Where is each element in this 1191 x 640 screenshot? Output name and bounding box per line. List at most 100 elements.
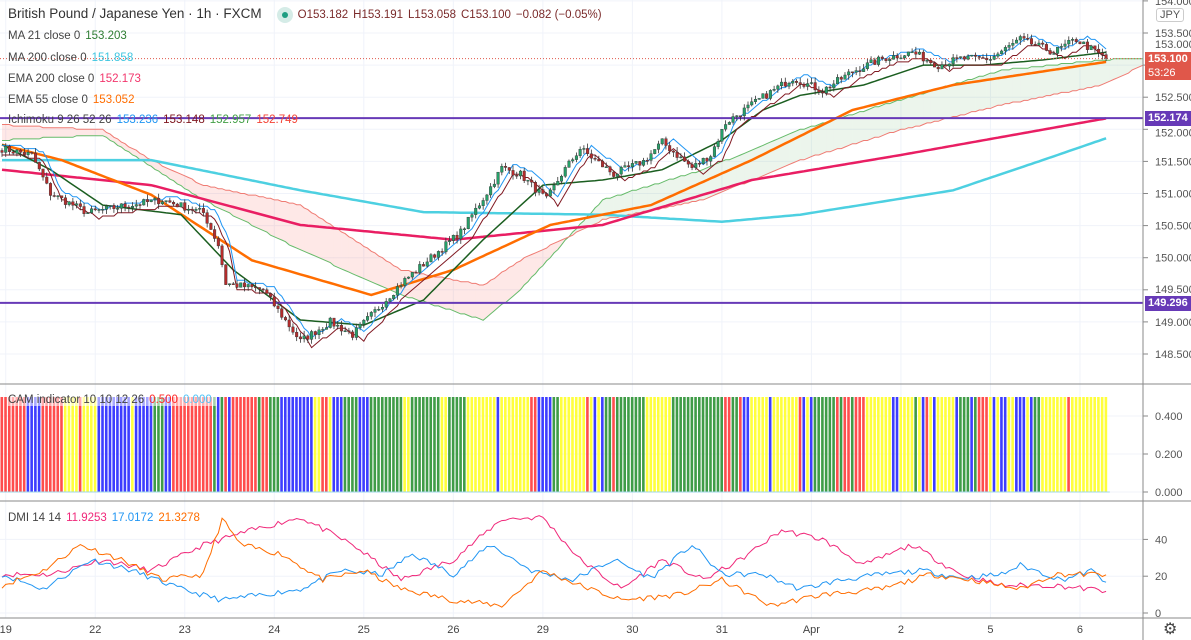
- cam-bar: [440, 397, 444, 492]
- candle: [992, 52, 996, 61]
- legend-ma21[interactable]: MA 21 close 0 153.203: [8, 30, 132, 42]
- candle-body: [962, 56, 966, 60]
- candle-body: [436, 251, 440, 258]
- cam-bar: [880, 397, 884, 492]
- horizontal-lines[interactable]: [0, 58, 1143, 304]
- cam-bar: [686, 397, 690, 492]
- legend-ma200[interactable]: MA 200 close 0 151.858: [8, 52, 138, 64]
- candle-body: [60, 195, 64, 198]
- candle-body: [421, 264, 425, 267]
- candle: [242, 278, 246, 292]
- candle: [1044, 42, 1048, 52]
- candle-body: [880, 56, 884, 59]
- cloud-segment: [897, 99, 901, 132]
- candle: [481, 197, 485, 210]
- candle: [317, 326, 321, 339]
- candle-body: [694, 163, 698, 168]
- cam-bar: [1041, 397, 1044, 492]
- candle-body: [951, 57, 955, 65]
- candle-body: [533, 182, 537, 193]
- bar-countdown: 53:26: [1148, 67, 1176, 79]
- candle: [138, 203, 142, 209]
- candle: [41, 168, 45, 181]
- cloud-segment: [333, 226, 338, 267]
- cloud-segment: [1050, 64, 1054, 96]
- cloud-segment: [830, 119, 834, 152]
- candle-body: [955, 57, 959, 59]
- cam-bar: [563, 397, 567, 492]
- ichimoku-span-b: [2, 64, 1144, 286]
- cam-bar: [862, 397, 865, 492]
- candle-body: [556, 181, 560, 186]
- cam-bar: [1059, 397, 1063, 492]
- cam-bar: [317, 397, 321, 492]
- cam-bar: [75, 397, 78, 492]
- cam-bar: [683, 397, 686, 492]
- candle-body: [160, 201, 164, 205]
- cam-bar: [246, 397, 250, 492]
- candle: [302, 330, 306, 343]
- legend-ema200[interactable]: EMA 200 close 0 152.173: [8, 73, 146, 85]
- candle: [209, 222, 213, 230]
- candle: [962, 55, 966, 62]
- candle-body: [425, 261, 429, 267]
- cam-bar: [403, 397, 406, 492]
- candle: [145, 194, 149, 207]
- candle-body: [414, 272, 418, 274]
- cloud-segment: [542, 247, 547, 266]
- candle-body: [918, 51, 922, 55]
- cam-bar: [1011, 397, 1014, 492]
- cloud-segment: [28, 126, 32, 139]
- candle: [1100, 48, 1104, 60]
- candle: [474, 203, 478, 219]
- cam-bar: [1067, 397, 1070, 492]
- cam-bar: [560, 397, 563, 492]
- candle-body: [560, 175, 564, 182]
- legend-ichimoku[interactable]: Ichimoku 9 26 52 26 153.236 153.148 152.957…: [8, 114, 303, 126]
- cam-bar: [515, 397, 518, 492]
- candle-body: [791, 80, 795, 84]
- cloud-segment: [315, 214, 320, 259]
- legend-cam[interactable]: CAM indicator 10 10 12 26 0.500 0.000: [8, 394, 217, 406]
- candle: [843, 72, 847, 80]
- candle: [366, 312, 370, 322]
- line-ma-200: [2, 137, 1107, 223]
- cloud-segment: [31, 126, 36, 139]
- cam-bars: [0, 397, 1110, 493]
- candle: [906, 51, 910, 58]
- cam-bar: [694, 397, 697, 492]
- candle-body: [429, 254, 433, 263]
- time-tick-label: Apr: [803, 624, 820, 636]
- cam-bar: [582, 397, 585, 492]
- candle: [809, 77, 813, 85]
- currency-badge[interactable]: JPY: [1156, 8, 1185, 22]
- legend-dmi[interactable]: DMI 14 14 11.9253 17.0172 21.3278: [8, 512, 205, 524]
- candle-body: [123, 203, 127, 208]
- candle-body: [765, 93, 769, 99]
- legend-ema55[interactable]: EMA 55 close 0 153.052: [8, 94, 139, 106]
- cloud-segment: [997, 70, 1002, 106]
- candle-body: [727, 122, 731, 125]
- candle-body: [455, 234, 459, 240]
- cam-bar: [1078, 397, 1082, 492]
- candle-body: [131, 205, 135, 209]
- candle: [19, 148, 23, 157]
- candle: [157, 193, 161, 209]
- cloud-segment: [65, 128, 70, 137]
- cloud-segment: [617, 194, 622, 217]
- cloud-segment: [229, 190, 234, 216]
- settings-gear-icon[interactable]: ⚙: [1163, 621, 1178, 638]
- candle-body: [291, 326, 295, 333]
- symbol-legend[interactable]: British Pound / Japanese Yen · 1h · FXCM…: [8, 6, 607, 23]
- price-tick-label: 150.000: [1155, 253, 1191, 265]
- cam-bar: [97, 397, 101, 492]
- candle: [101, 206, 105, 214]
- cam-bar: [7, 397, 11, 492]
- candle: [791, 79, 795, 87]
- cam-bar: [90, 397, 93, 492]
- cam-bar: [228, 397, 231, 492]
- cloud-segment: [524, 256, 528, 286]
- time-tick-label: 5: [987, 624, 993, 636]
